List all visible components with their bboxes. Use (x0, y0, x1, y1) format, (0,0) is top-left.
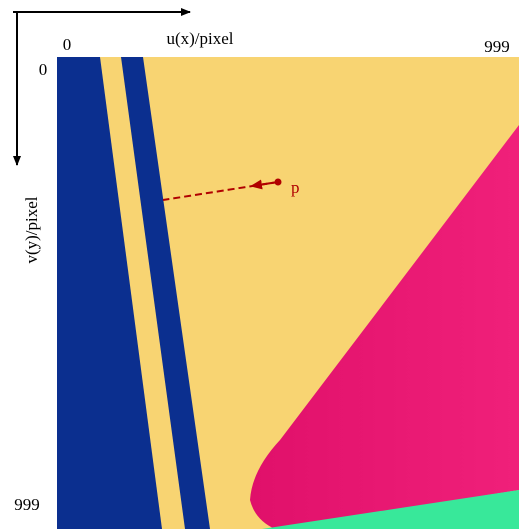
point-p (275, 179, 282, 186)
v-end: 999 (14, 495, 40, 514)
image (57, 57, 519, 529)
figure: 0 u(x)/pixel 999 0 v(y)/pixel 999 p (0, 0, 519, 529)
v-label: v(y)/pixel (22, 196, 41, 263)
u-label: u(x)/pixel (166, 29, 233, 48)
point-label: p (291, 178, 300, 197)
u-start: 0 (63, 35, 72, 54)
u-end: 999 (484, 37, 510, 56)
v-start: 0 (39, 60, 48, 79)
